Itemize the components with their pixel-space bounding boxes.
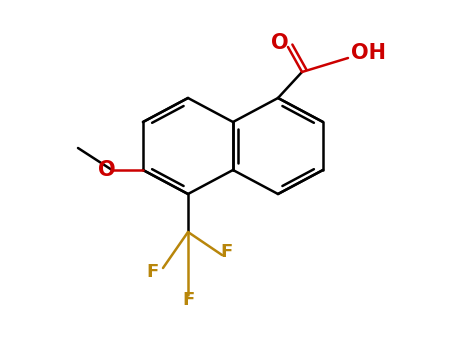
Text: OH: OH [350,43,385,63]
Text: F: F [220,243,232,261]
Text: F: F [182,291,194,309]
Text: O: O [271,33,289,53]
Text: F: F [147,263,159,281]
Text: O: O [98,160,116,180]
